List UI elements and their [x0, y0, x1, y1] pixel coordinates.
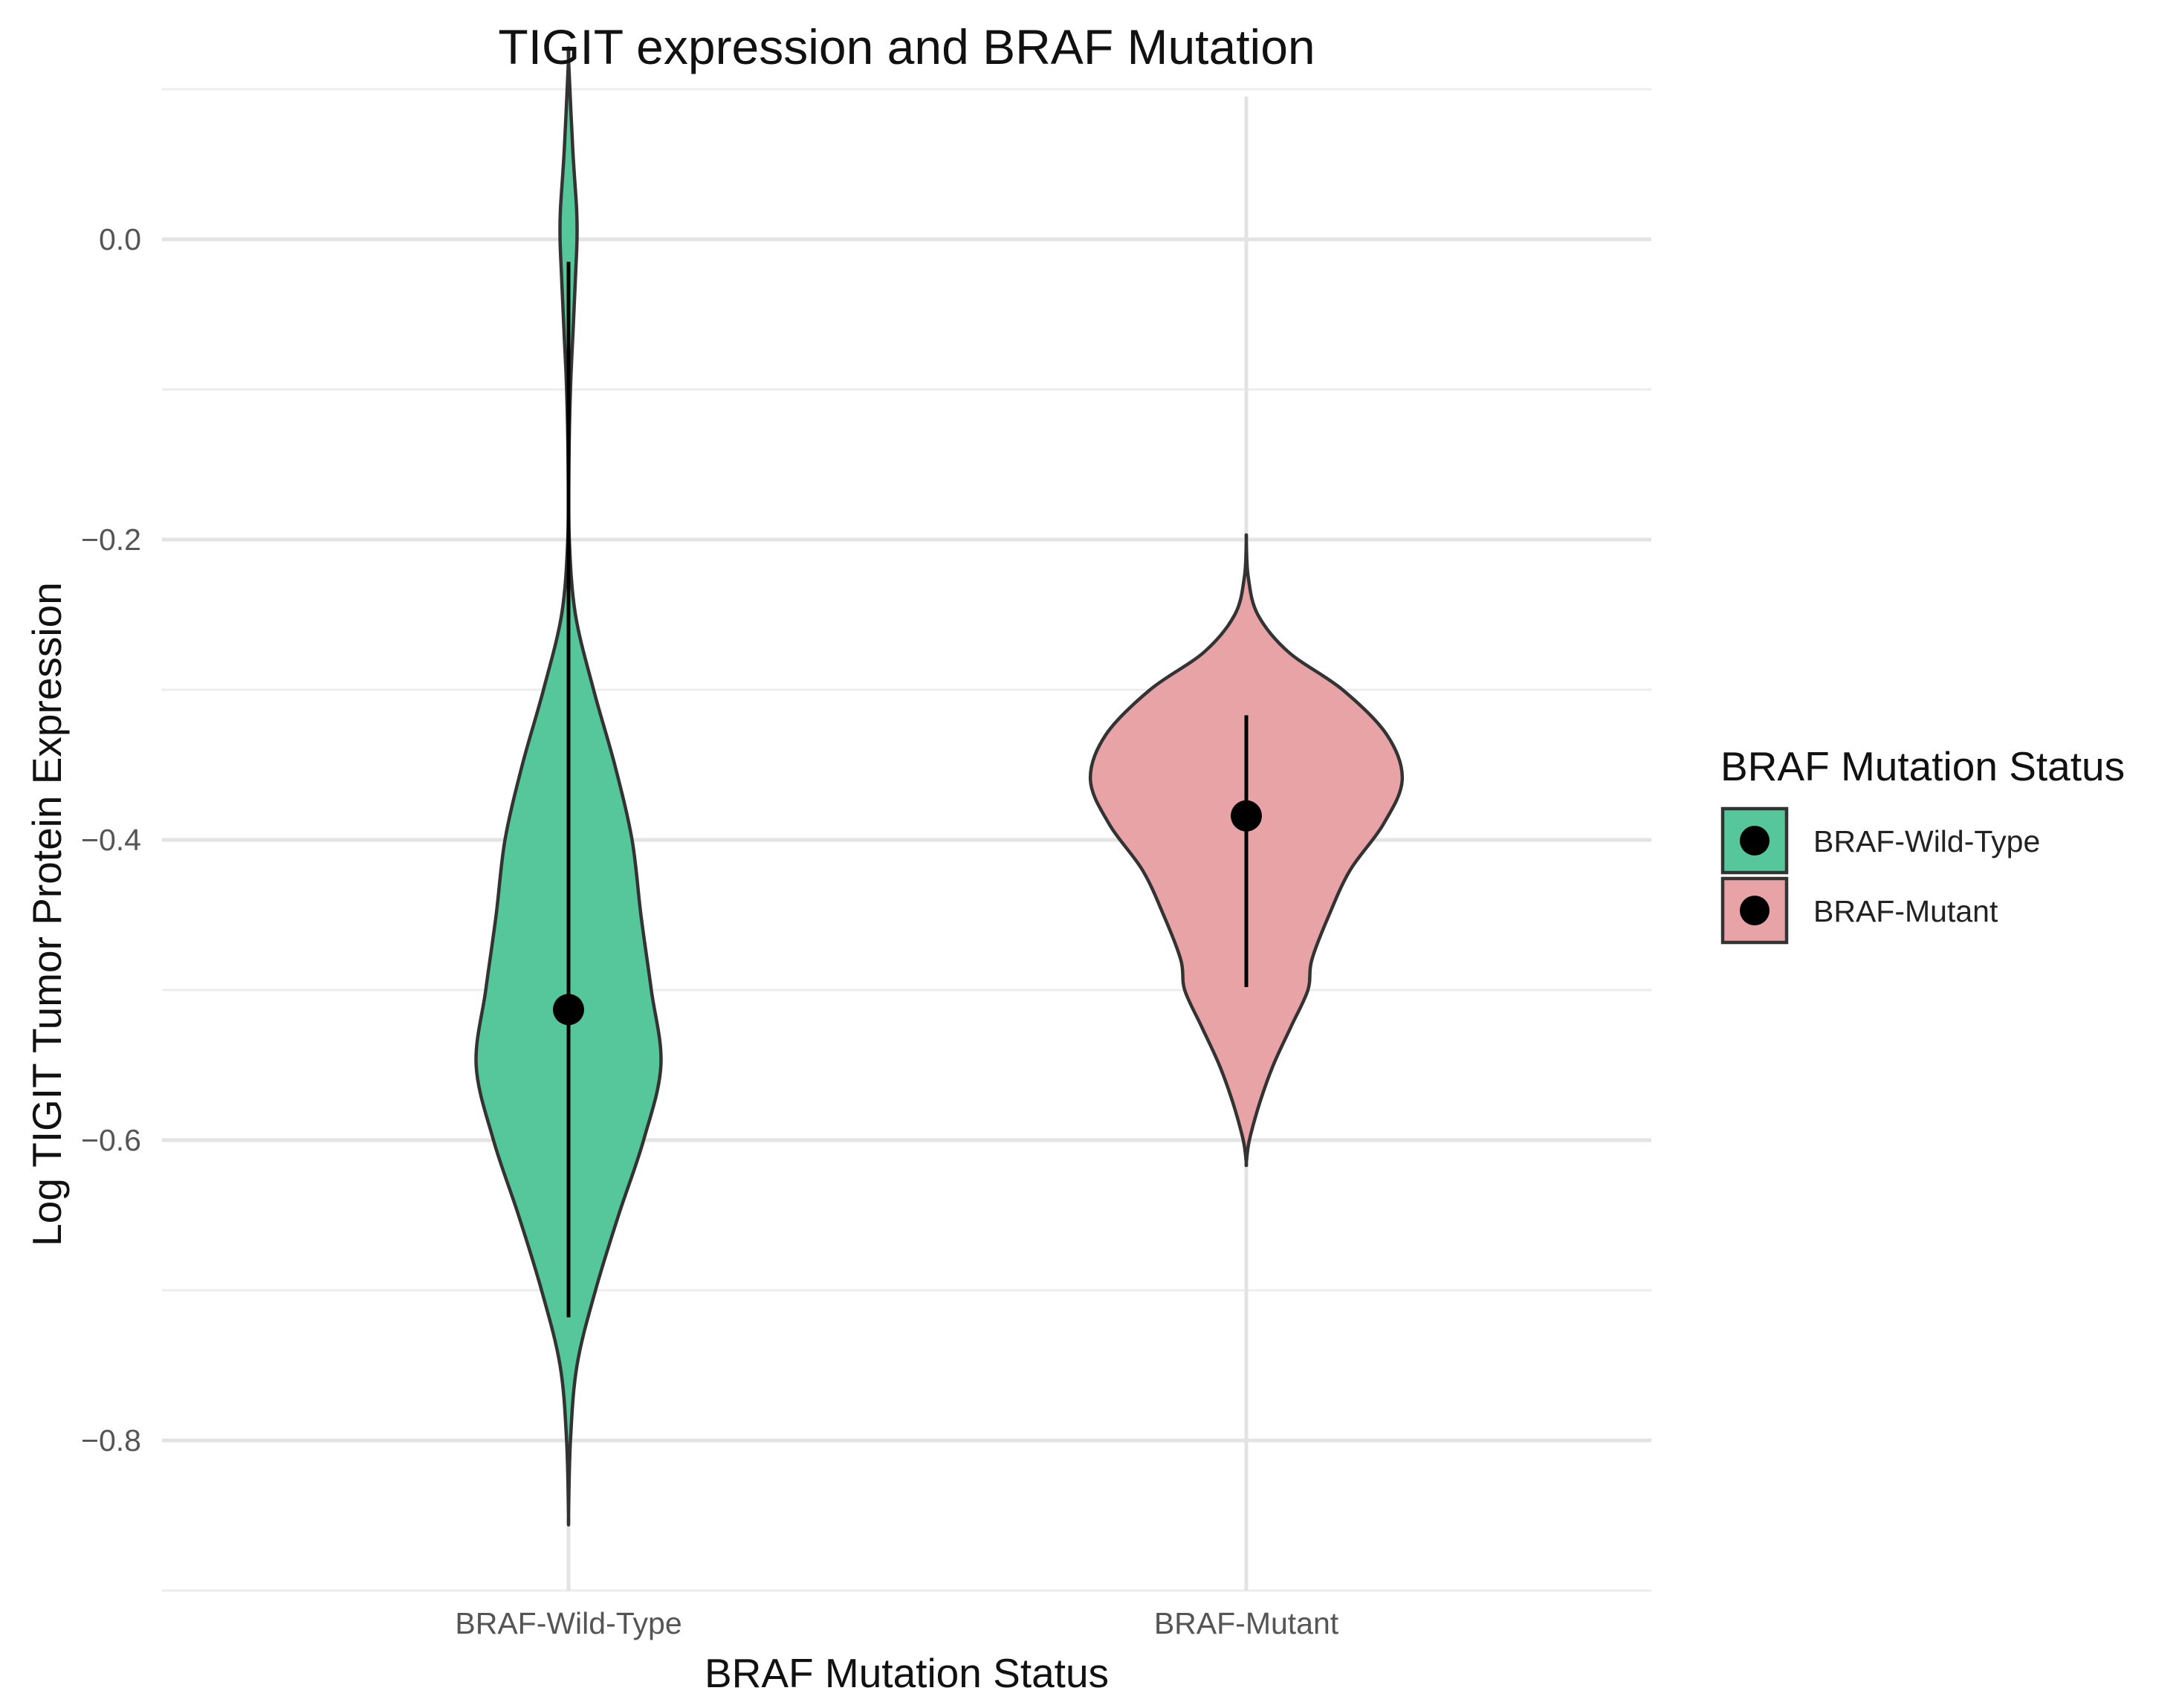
- legend-title: BRAF Mutation Status: [1720, 743, 2125, 789]
- legend-point-icon: [1740, 896, 1770, 925]
- y-tick-label: −0.6: [81, 1123, 141, 1157]
- y-tick-label: −0.4: [81, 823, 141, 857]
- x-tick-label: BRAF-Mutant: [1154, 1606, 1339, 1640]
- legend-entry: BRAF-Mutant: [1720, 876, 1998, 945]
- legend-entry: BRAF-Wild-Type: [1720, 806, 2040, 875]
- legend-entries: BRAF-Wild-Type BRAF-Mutant: [1720, 806, 2040, 945]
- y-tick-label: 0.0: [99, 222, 141, 256]
- grid-lines: [162, 88, 1651, 1592]
- x-tick-label: BRAF-Wild-Type: [455, 1606, 681, 1640]
- summary-point: [553, 994, 584, 1026]
- legend-point-icon: [1740, 826, 1770, 855]
- y-tick-label: −0.2: [81, 523, 141, 557]
- summary-point: [1231, 800, 1262, 832]
- axes: 0.0 −0.2 −0.4 −0.6 −0.8 BRAF-Wild-Type BRAF-Mu…: [81, 222, 1339, 1640]
- legend: BRAF Mutation Status BRAF-Wild-TypeBRAF-…: [1720, 743, 2125, 945]
- y-tick-label: −0.8: [81, 1423, 141, 1458]
- legend-label: BRAF-Mutant: [1813, 894, 1998, 928]
- chart-title: TIGIT expression and BRAF Mutation: [498, 19, 1315, 74]
- x-axis-title: BRAF Mutation Status: [705, 1650, 1109, 1696]
- y-axis-title: Log TIGIT Tumor Protein Expression: [24, 582, 70, 1246]
- legend-label: BRAF-Wild-Type: [1813, 824, 2040, 858]
- violin-layer: [474, 46, 1405, 1527]
